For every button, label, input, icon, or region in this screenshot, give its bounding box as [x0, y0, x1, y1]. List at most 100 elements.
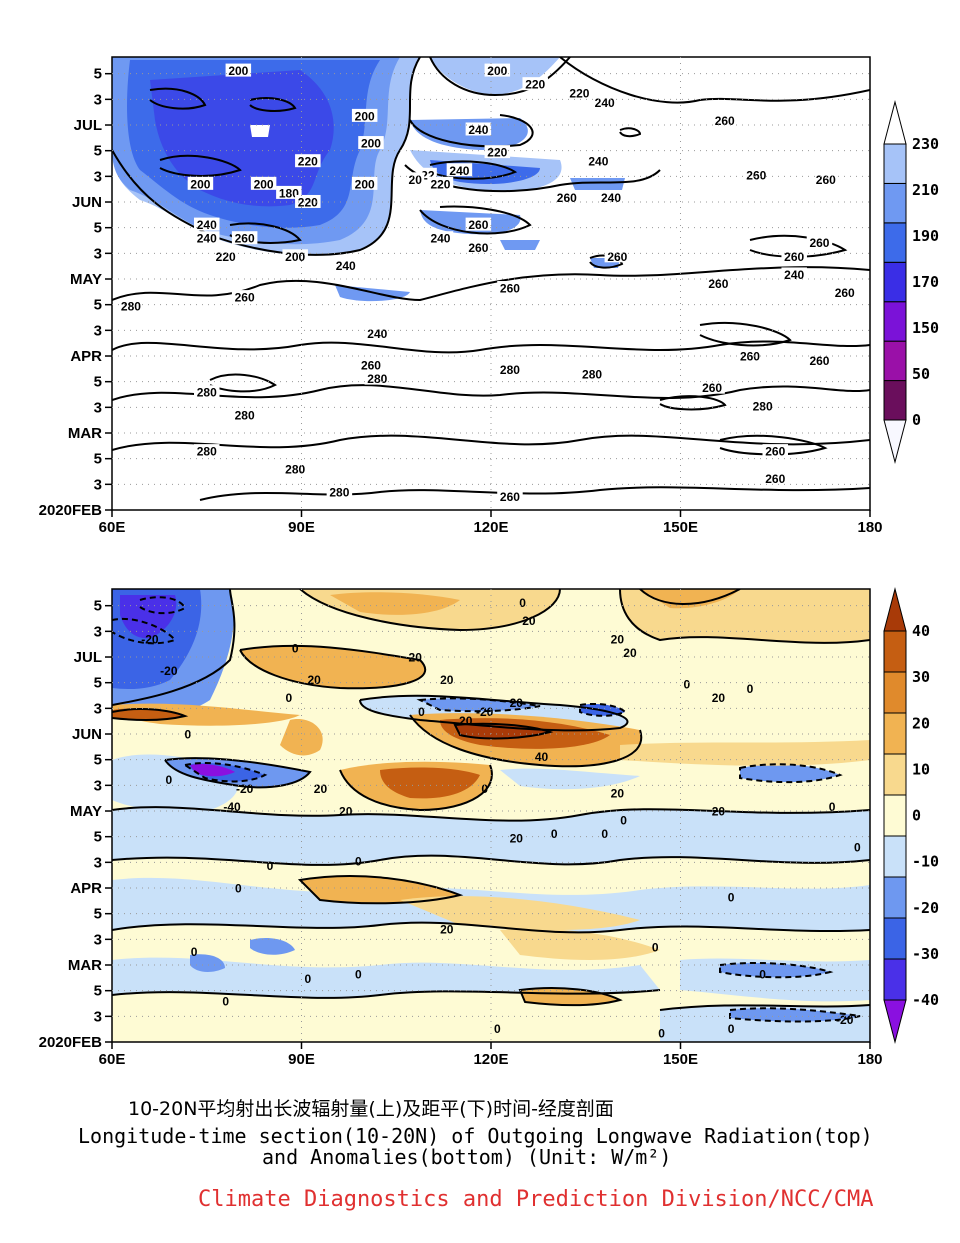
contour-label: 220	[569, 87, 589, 101]
contour-label: 200	[228, 64, 248, 78]
contour-label: -20	[141, 632, 159, 646]
x-tick-label: 180	[857, 519, 882, 536]
x-tick-label: 120E	[473, 1051, 508, 1068]
contour-label-bg	[194, 385, 220, 399]
contour-label: 260	[765, 445, 785, 459]
bottom-colorbar: -40 -30 -20 -10 0 10 20 30 40	[883, 587, 939, 1044]
colorbar-box	[883, 917, 907, 960]
contour-label-bg	[604, 249, 631, 263]
y-tick-label: 3	[94, 623, 102, 640]
y-tick-label: 3	[94, 91, 102, 108]
contour-label: 20	[611, 786, 625, 800]
contour-label-bg	[364, 326, 391, 340]
y-tick-label: 3	[94, 700, 102, 717]
contour-label: 280	[582, 368, 602, 382]
colorbar-label: -20	[912, 899, 939, 917]
contour-label: 0	[355, 854, 362, 868]
contour-label-bg	[699, 380, 725, 394]
contour-label: 260	[607, 250, 627, 264]
contour-label: 20	[522, 614, 536, 628]
bottom-gridlines	[112, 589, 870, 1042]
contour-label: 260	[500, 490, 520, 504]
contour-label-bg	[194, 217, 220, 231]
y-tick-label: 5	[94, 598, 102, 615]
colorbar-box	[883, 222, 907, 263]
top-gridlines	[112, 57, 870, 510]
y-tick-label: JUN	[72, 726, 102, 743]
top-y-axis: 2020FEB 3 5 MAR 3 5 APR 3 5 MAY 3 5 JUN 3 5 JUL 3 5	[39, 66, 112, 519]
contour-label-bg	[554, 190, 580, 204]
colorbar-label: -40	[912, 991, 939, 1009]
contour-label: 260	[746, 168, 766, 182]
y-tick-label: MAR	[68, 425, 102, 442]
contour-label-bg	[250, 176, 277, 190]
contour-label: 0	[658, 1026, 665, 1040]
contour-label: 260	[235, 232, 255, 246]
contour-label: 0	[355, 968, 362, 982]
contour-label: 240	[367, 327, 387, 341]
contour-label-bg	[295, 194, 321, 208]
contour-label: 200	[190, 177, 210, 191]
y-tick-label: JUL	[74, 649, 102, 666]
contour-label: -20	[160, 664, 178, 678]
y-tick-label: 3	[94, 322, 102, 339]
contour-label: 240	[468, 123, 488, 137]
y-tick-label: 5	[94, 297, 102, 314]
contour-label-bg	[351, 108, 378, 122]
contour-label: 240	[784, 268, 804, 282]
colorbar-box	[883, 630, 907, 673]
contour-label: 20	[510, 832, 524, 846]
contour-label: 20	[611, 632, 625, 646]
colorbar-box	[883, 340, 907, 382]
caption-english-line1: Longitude-time section(10-20N) of Outgoi…	[78, 1124, 873, 1148]
contour-label-bg	[282, 249, 308, 263]
contour-label-bg	[781, 249, 807, 263]
contour-label: 0	[601, 827, 608, 841]
contour-label: 260	[235, 291, 255, 305]
colorbar-box	[883, 261, 907, 303]
x-tick-label: 60E	[99, 1051, 126, 1068]
y-tick-label: 5	[94, 829, 102, 846]
contour-label: 220	[216, 250, 236, 264]
contour-label: 220	[298, 195, 318, 209]
contour-label-bg	[295, 154, 321, 168]
contour-label: 240	[601, 191, 621, 205]
contour-label-bg	[522, 77, 548, 91]
contour-label: 0	[854, 841, 861, 855]
contour-label: 240	[336, 259, 356, 273]
contour-label: 240	[197, 232, 217, 246]
y-tick-label: APR	[70, 348, 102, 365]
colorbar-box	[883, 876, 907, 919]
contour-label: 20	[339, 804, 353, 818]
contour-label-bg	[806, 235, 833, 249]
contour-label: 240	[588, 155, 608, 169]
x-tick-label: 150E	[663, 519, 698, 536]
contour-label-bg	[806, 353, 833, 367]
contour-label: 280	[500, 363, 520, 377]
contour-label-bg	[465, 240, 492, 254]
colorbar-label: 20	[912, 714, 930, 732]
colorbar-upper-triangle	[883, 100, 907, 145]
y-tick-label: 5	[94, 906, 102, 923]
colorbar-label: 40	[912, 622, 930, 640]
contour-label: 20	[314, 782, 328, 796]
contour-label: 0	[747, 682, 754, 696]
contour-label-bg	[358, 136, 384, 150]
contour-label: 0	[728, 1022, 735, 1036]
contour-label: 280	[329, 485, 349, 499]
y-tick-label: 5	[94, 66, 102, 83]
bottom-shading	[112, 589, 870, 1042]
colorbar-upper-triangle	[883, 587, 907, 632]
colorbar-label: 150	[912, 319, 939, 337]
contour-label-bg	[762, 471, 788, 485]
contour-label: 0	[620, 814, 627, 828]
contour-label-bg	[326, 484, 353, 498]
contour-label-bg	[231, 407, 258, 421]
colorbar-box	[883, 301, 907, 342]
contour-label: 280	[235, 408, 255, 422]
y-tick-label: 3	[94, 931, 102, 948]
contour-label: 260	[816, 173, 836, 187]
y-tick-label: 3	[94, 1008, 102, 1025]
